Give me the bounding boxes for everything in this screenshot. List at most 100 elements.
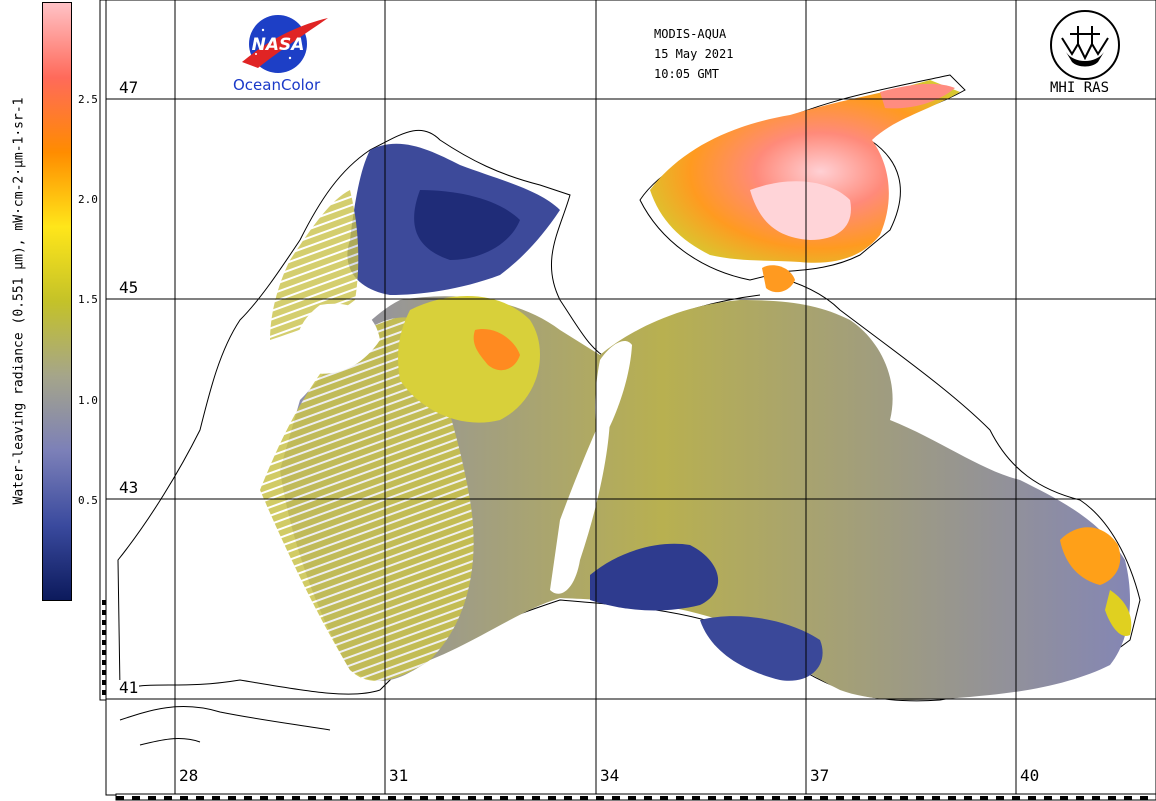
scale-bar-segment bbox=[836, 796, 844, 800]
scale-bar bbox=[115, 793, 1156, 801]
scale-bar-segment bbox=[564, 796, 572, 800]
mhi-ras-label: MHI RAS bbox=[1050, 80, 1110, 96]
marmara-coast bbox=[119, 706, 331, 746]
cloud-gap-west bbox=[296, 303, 380, 374]
eddy-core bbox=[473, 329, 520, 371]
left-scale-segment bbox=[102, 620, 106, 625]
left-scale-segment bbox=[102, 670, 106, 675]
scale-bar-segment bbox=[692, 796, 700, 800]
image-header: MODIS-AQUA 15 May 2021 10:05 GMT bbox=[654, 24, 733, 84]
azov-pink-core bbox=[750, 181, 851, 240]
lon-label-40: 40 bbox=[1019, 766, 1041, 785]
left-scale-segment bbox=[102, 650, 106, 655]
scale-bar-segment bbox=[1028, 796, 1036, 800]
colorbar-tick-2-5: 2.5 bbox=[78, 93, 98, 106]
scale-bar-segment bbox=[548, 796, 556, 800]
scale-bar-segment bbox=[244, 796, 252, 800]
nasa-logo: NASA bbox=[242, 15, 328, 73]
scale-bar-segment bbox=[1076, 796, 1084, 800]
scale-bar-segment bbox=[676, 796, 684, 800]
scale-bar-segment bbox=[596, 796, 604, 800]
scale-bar-segment bbox=[436, 796, 444, 800]
kerch-strait bbox=[762, 265, 795, 293]
scale-bar-segment bbox=[996, 796, 1004, 800]
scale-bar-segment bbox=[148, 796, 156, 800]
left-scale-segment bbox=[102, 600, 106, 605]
scale-bar-segment bbox=[772, 796, 780, 800]
graticule bbox=[106, 0, 1156, 795]
cloud-gap-center bbox=[550, 400, 611, 594]
scale-bar-segment bbox=[660, 796, 668, 800]
scale-bar-segment bbox=[884, 796, 892, 800]
lat-label-45: 45 bbox=[118, 278, 140, 297]
colorbar-tick-1-0: 1.0 bbox=[78, 394, 98, 407]
scale-bar-segment bbox=[932, 796, 940, 800]
lon-label-37: 37 bbox=[809, 766, 831, 785]
scale-bar-segment bbox=[308, 796, 316, 800]
scale-bar-segment bbox=[1044, 796, 1052, 800]
sensor-label: MODIS-AQUA bbox=[654, 27, 727, 41]
scale-bar-segment bbox=[340, 796, 348, 800]
lon-label-28: 28 bbox=[178, 766, 200, 785]
scale-bar-segment bbox=[868, 796, 876, 800]
oceancolor-label: OceanColor bbox=[233, 76, 321, 94]
scale-bar-segment bbox=[500, 796, 508, 800]
lat-label-47: 47 bbox=[118, 78, 140, 97]
left-scale-segment bbox=[102, 680, 106, 685]
scale-bar-segment bbox=[820, 796, 828, 800]
scale-bar-segment bbox=[644, 796, 652, 800]
left-scale-segment bbox=[102, 690, 106, 695]
lat-label-43: 43 bbox=[118, 478, 140, 497]
scale-bar-segment bbox=[980, 796, 988, 800]
scale-bar-segment bbox=[1124, 796, 1132, 800]
scale-bar-segment bbox=[532, 796, 540, 800]
colorbar-tick-1-5: 1.5 bbox=[78, 293, 98, 306]
mhi-ras-logo bbox=[1050, 10, 1120, 80]
scale-bar-segment bbox=[628, 796, 636, 800]
scale-bar-segment bbox=[852, 796, 860, 800]
scale-bar-segment bbox=[388, 796, 396, 800]
scale-bar-segment bbox=[580, 796, 588, 800]
scale-bar-segment bbox=[180, 796, 188, 800]
scale-bar-segment bbox=[1012, 796, 1020, 800]
east-yellow-edge bbox=[1105, 590, 1132, 636]
lat-label-41: 41 bbox=[118, 678, 140, 697]
scale-bar-segment bbox=[260, 796, 268, 800]
colorbar-tick-0-5: 0.5 bbox=[78, 494, 98, 507]
scale-bar-segment bbox=[708, 796, 716, 800]
scale-bar-segment bbox=[276, 796, 284, 800]
svg-text:NASA: NASA bbox=[252, 35, 305, 55]
scale-bar-segment bbox=[164, 796, 172, 800]
scale-bar-segment bbox=[516, 796, 524, 800]
scale-bar-segment bbox=[228, 796, 236, 800]
scale-bar-segment bbox=[724, 796, 732, 800]
left-scale-segment bbox=[102, 630, 106, 635]
scale-bar-segment bbox=[372, 796, 380, 800]
scale-bar-segment bbox=[948, 796, 956, 800]
scale-bar-segment bbox=[292, 796, 300, 800]
colorbar-tick-2-0: 2.0 bbox=[78, 193, 98, 206]
scale-bar-segment bbox=[420, 796, 428, 800]
scale-bar-segment bbox=[212, 796, 220, 800]
left-scale-bar bbox=[99, 0, 107, 701]
scale-bar-segment bbox=[756, 796, 764, 800]
scale-bar-segment bbox=[484, 796, 492, 800]
lon-label-31: 31 bbox=[388, 766, 410, 785]
scale-bar-segment bbox=[468, 796, 476, 800]
lon-label-34: 34 bbox=[599, 766, 621, 785]
scale-bar-segment bbox=[740, 796, 748, 800]
azov-sea bbox=[650, 80, 960, 263]
scale-bar-segment bbox=[116, 796, 124, 800]
left-scale-segment bbox=[102, 610, 106, 615]
date-label: 15 May 2021 bbox=[654, 47, 734, 61]
scale-bar-segment bbox=[356, 796, 364, 800]
south-dark-patch bbox=[590, 543, 719, 611]
scale-bar-segment bbox=[196, 796, 204, 800]
scale-bar-segment bbox=[612, 796, 620, 800]
eddy-yellow bbox=[398, 296, 540, 423]
scale-bar-segment bbox=[1092, 796, 1100, 800]
azov-north-pink bbox=[880, 83, 955, 109]
scale-bar-segment bbox=[132, 796, 140, 800]
